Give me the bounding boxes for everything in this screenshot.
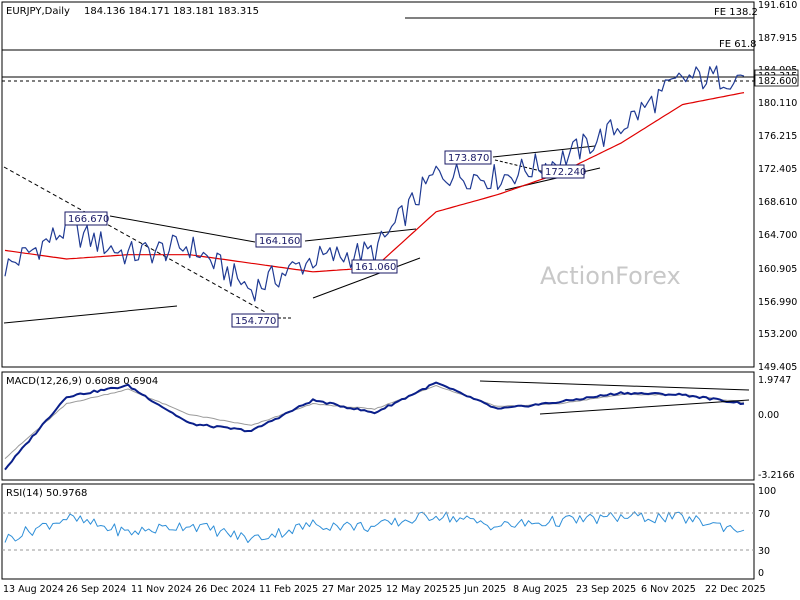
price-tick: 149.405 [758, 362, 797, 373]
box-154770: 154.770 [231, 313, 279, 328]
price-tick: 168.610 [758, 197, 797, 208]
rsi-panel [1, 483, 755, 580]
macd-signal-line [4, 385, 744, 459]
price-panel [1, 1, 755, 368]
level-price-marker: 182.600 [754, 74, 799, 87]
date-tick: 11 Feb 2025 [259, 584, 318, 595]
watermark: ActionForex [540, 262, 681, 290]
trendline-lower-mid [312, 257, 421, 299]
date-axis: 13 Aug 2024 26 Sep 2024 11 Nov 2024 26 D… [3, 584, 766, 595]
date-tick: 25 Jun 2025 [449, 584, 506, 595]
box-166670: 166.670 [64, 211, 109, 226]
price-tick: 172.405 [758, 164, 797, 175]
date-tick: 13 Aug 2024 [3, 584, 64, 595]
trendline-lower-left [3, 305, 178, 324]
box-172240: 172.240 [541, 164, 586, 179]
box-161060: 161.060 [351, 259, 398, 274]
chart-ohlc: 184.136 184.171 183.181 183.315 [84, 6, 259, 17]
fe138-label: FE 138.2 [714, 7, 758, 18]
trendline-upper-mid [304, 228, 417, 242]
date-tick: 26 Sep 2024 [66, 584, 126, 595]
date-tick: 6 Nov 2025 [641, 584, 696, 595]
rsi-series [4, 511, 745, 543]
rsi-tick: 0 [758, 568, 764, 579]
date-tick: 22 Dec 2025 [705, 584, 766, 595]
macd-trend-lower [539, 399, 750, 415]
svg-text:182.600: 182.600 [758, 76, 797, 87]
price-tick: 160.905 [758, 264, 797, 275]
svg-text:172.240: 172.240 [545, 167, 586, 178]
macd-tick: 0.00 [758, 410, 779, 421]
rsi-line [4, 511, 745, 543]
date-tick: 8 Aug 2025 [513, 584, 568, 595]
macd-title: MACD(12,26,9) 0.6088 0.6904 [6, 376, 158, 387]
rsi-title: RSI(14) 50.9768 [6, 488, 87, 499]
svg-text:173.870: 173.870 [448, 153, 489, 164]
macd-tick: -3.2166 [758, 470, 795, 481]
date-tick: 12 May 2025 [386, 584, 448, 595]
rsi-tick: 100 [758, 486, 776, 497]
price-tick: 176.215 [758, 131, 797, 142]
svg-text:154.770: 154.770 [235, 316, 276, 327]
rsi-tick: 30 [758, 546, 770, 557]
price-tick: 187.915 [758, 33, 797, 44]
svg-text:161.060: 161.060 [355, 262, 396, 273]
macd-panel [1, 371, 755, 481]
price-tick: 191.610 [758, 0, 797, 11]
price-tick: 153.200 [758, 329, 797, 340]
macd-line [4, 381, 745, 471]
date-tick: 27 Mar 2025 [322, 584, 382, 595]
fe618-label: FE 61.8 [719, 39, 757, 50]
macd-series [4, 381, 745, 471]
dashed-decline-line [3, 166, 266, 313]
macd-trend-upper [479, 380, 750, 391]
date-tick: 11 Nov 2024 [131, 584, 192, 595]
price-axis: 191.610 187.915 184.005 180.110 176.215 … [758, 0, 797, 373]
macd-tick: 1.9747 [758, 375, 791, 386]
svg-text:164.160: 164.160 [259, 236, 300, 247]
rsi-tick: 70 [758, 509, 770, 520]
date-tick: 26 Dec 2024 [195, 584, 256, 595]
price-tick: 180.110 [758, 98, 797, 109]
chart-symbol: EURJPY,Daily [6, 6, 70, 17]
trendline-upper-left [109, 215, 256, 243]
price-tick: 164.700 [758, 230, 797, 241]
box-164160: 164.160 [255, 233, 302, 248]
box-173870: 173.870 [444, 150, 492, 165]
date-tick: 23 Sep 2025 [576, 584, 636, 595]
svg-text:166.670: 166.670 [68, 214, 109, 225]
price-tick: 156.990 [758, 297, 797, 308]
